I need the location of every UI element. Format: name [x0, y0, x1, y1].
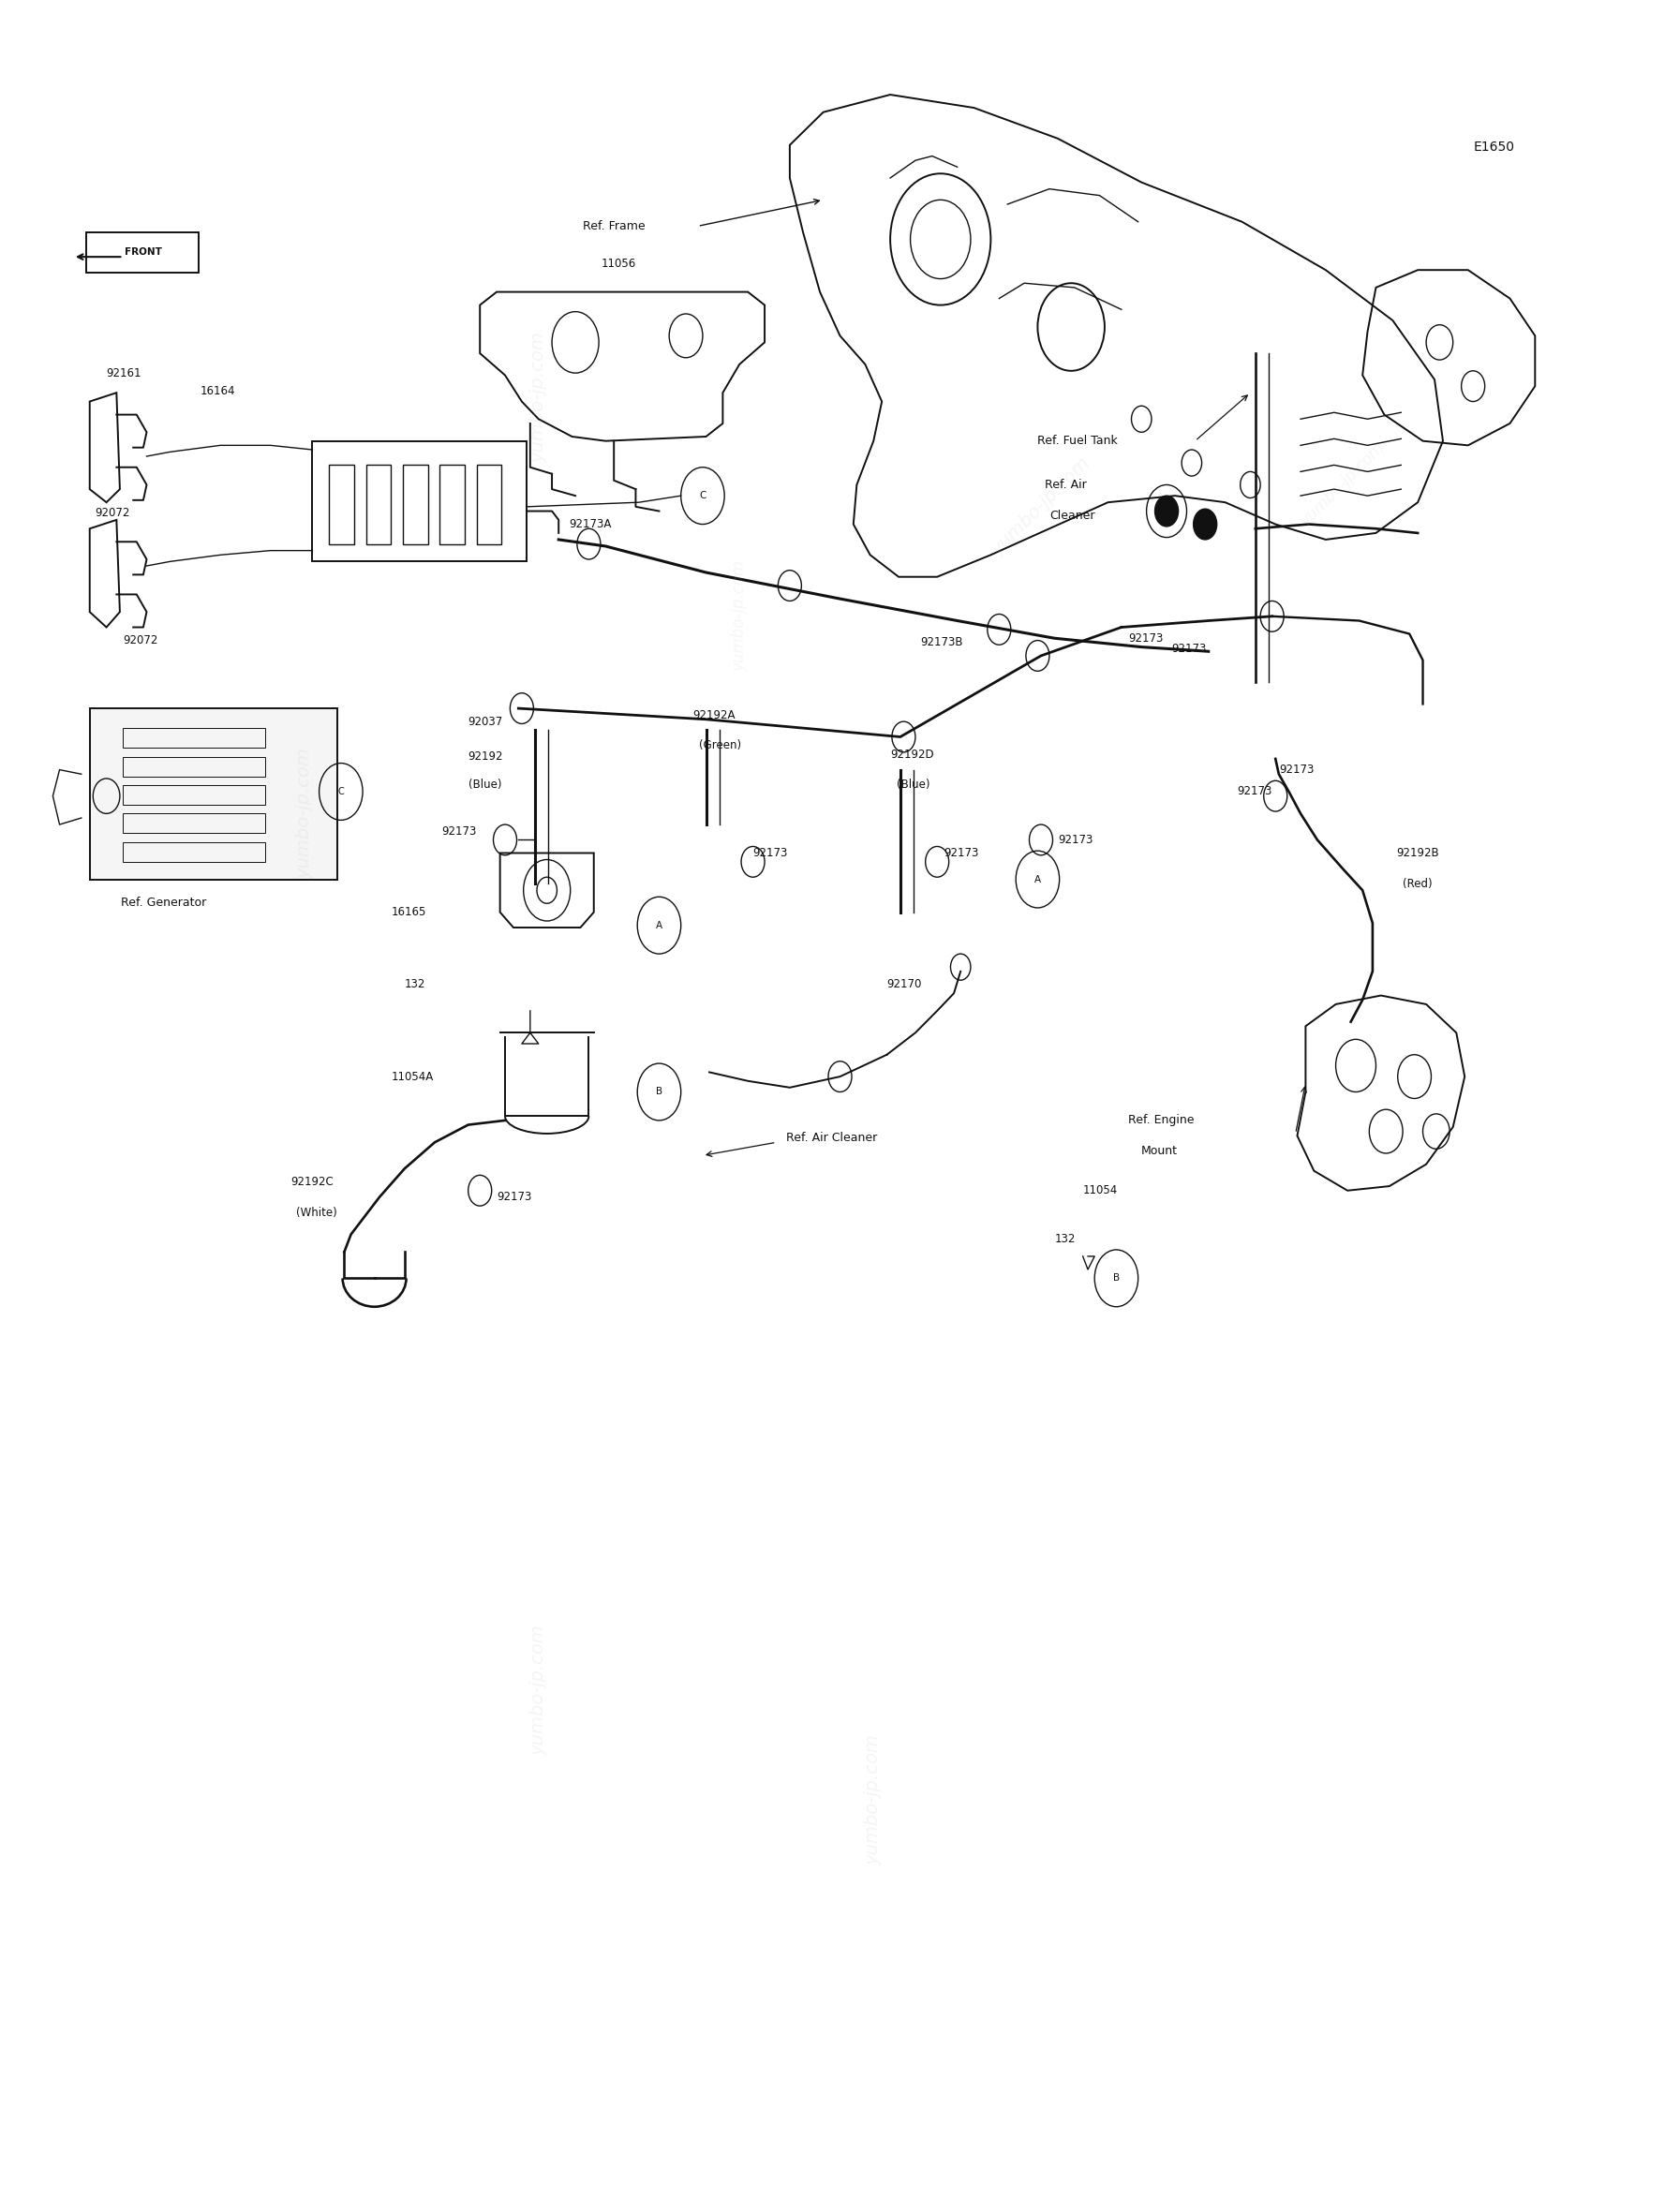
Text: FRONT: FRONT	[124, 248, 161, 257]
Bar	[123, 841, 265, 861]
Text: 11056: 11056	[601, 257, 637, 270]
Text: 92173: 92173	[753, 846, 788, 859]
Bar	[403, 466, 428, 545]
Text: yumbo-jp.com: yumbo-jp.com	[1297, 439, 1388, 529]
Text: 92192A: 92192A	[692, 710, 736, 721]
Text: 92173: 92173	[1058, 835, 1092, 846]
Text: Cleaner: Cleaner	[1050, 510, 1095, 521]
Text: (Red): (Red)	[1403, 877, 1433, 890]
Text: 92192C: 92192C	[291, 1175, 334, 1189]
Bar	[123, 784, 265, 804]
Bar	[123, 727, 265, 747]
Text: 92173: 92173	[1278, 765, 1314, 776]
FancyBboxPatch shape	[86, 233, 198, 272]
Text: 92192D: 92192D	[890, 749, 934, 760]
Bar	[312, 442, 528, 562]
Text: 92173: 92173	[497, 1191, 531, 1204]
Text: Ref. Frame: Ref. Frame	[583, 220, 645, 233]
Bar	[123, 813, 265, 833]
Text: C: C	[699, 492, 706, 501]
Text: 92173A: 92173A	[570, 518, 612, 529]
Text: B: B	[1114, 1274, 1119, 1283]
Text: 11054A: 11054A	[391, 1070, 433, 1083]
Text: 16165: 16165	[391, 905, 427, 918]
Text: 16164: 16164	[200, 384, 235, 398]
Text: 92173: 92173	[1236, 787, 1272, 798]
Text: Ref. Engine: Ref. Engine	[1127, 1114, 1194, 1127]
Text: yumbo-jp.com: yumbo-jp.com	[529, 332, 548, 464]
Bar	[89, 707, 338, 879]
Text: 132: 132	[1055, 1233, 1075, 1246]
Text: 92072: 92072	[123, 635, 158, 646]
Text: Ref. Fuel Tank: Ref. Fuel Tank	[1038, 435, 1117, 446]
Text: yumbo-jp.com: yumbo-jp.com	[296, 749, 312, 879]
Text: Ref. Air: Ref. Air	[1045, 479, 1087, 490]
Text: (Green): (Green)	[699, 740, 741, 751]
Text: (Blue): (Blue)	[469, 780, 501, 791]
Text: Mount: Mount	[1141, 1145, 1178, 1158]
Text: yumbo-jp.com: yumbo-jp.com	[988, 455, 1094, 560]
Text: (Blue): (Blue)	[897, 780, 931, 791]
Text: 92173: 92173	[944, 846, 979, 859]
Text: 92161: 92161	[106, 367, 141, 380]
Text: yumbo-jp.com: yumbo-jp.com	[529, 1626, 548, 1755]
Text: 92037: 92037	[469, 716, 502, 727]
Circle shape	[1193, 510, 1216, 540]
Text: 92173B: 92173B	[921, 637, 963, 648]
Text: (White): (White)	[296, 1206, 336, 1219]
Bar	[366, 466, 391, 545]
Text: yumbo-jp.com: yumbo-jp.com	[865, 1733, 882, 1865]
Text: 132: 132	[405, 978, 425, 991]
Text: yumbo-jp.com: yumbo-jp.com	[731, 560, 748, 672]
Text: 92192: 92192	[469, 751, 504, 762]
Text: 92170: 92170	[887, 978, 922, 991]
Text: 92173: 92173	[1127, 633, 1163, 644]
Text: B: B	[655, 1088, 662, 1096]
Text: 11054: 11054	[1084, 1184, 1117, 1197]
Text: E1650: E1650	[1473, 141, 1514, 154]
Text: A: A	[655, 921, 662, 929]
Bar	[329, 466, 354, 545]
Text: A: A	[1035, 874, 1042, 883]
Text: 92173: 92173	[1171, 644, 1206, 655]
Text: 92072: 92072	[94, 508, 129, 518]
Text: C: C	[338, 787, 344, 795]
Bar	[477, 466, 502, 545]
Text: Ref. Air Cleaner: Ref. Air Cleaner	[786, 1131, 877, 1145]
Bar	[440, 466, 465, 545]
Circle shape	[1154, 497, 1178, 527]
Text: 92192B: 92192B	[1396, 846, 1438, 859]
Text: Ref. Generator: Ref. Generator	[121, 896, 207, 910]
Bar	[123, 756, 265, 776]
Text: 92173: 92173	[442, 826, 477, 837]
